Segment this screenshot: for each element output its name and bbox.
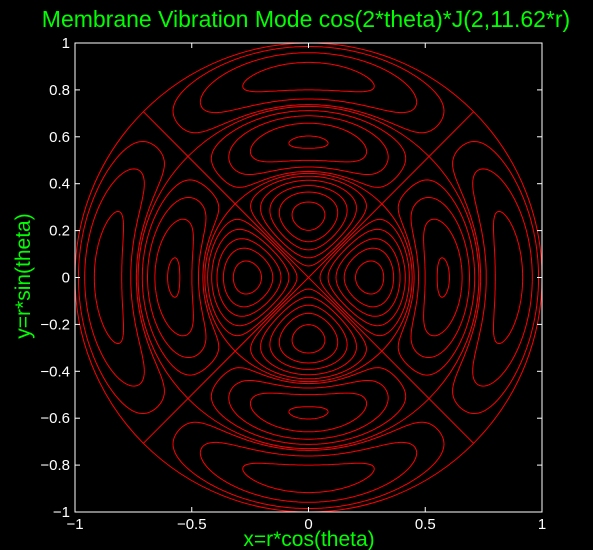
nodal-line — [143, 111, 474, 444]
contour-level — [93, 122, 524, 433]
y-tick-label: 0 — [62, 270, 70, 287]
y-tick-label: 0.4 — [49, 176, 70, 193]
y-tick-label: −0.4 — [40, 363, 70, 380]
x-tick-label: 0.5 — [415, 516, 436, 533]
y-tick-label: −0.6 — [40, 410, 70, 427]
y-tick-label: −0.2 — [40, 316, 70, 333]
contour-level — [291, 201, 326, 354]
contour-level — [222, 135, 395, 420]
contour-level — [147, 52, 470, 503]
chart-title: Membrane Vibration Mode cos(2*theta)*J(2… — [42, 6, 570, 32]
nodal-circle — [204, 172, 413, 383]
y-tick-label: 0.8 — [49, 82, 70, 99]
contour-level — [141, 46, 476, 509]
contour-level — [167, 191, 450, 364]
y-tick-label: −1 — [53, 504, 70, 521]
contour-level — [154, 61, 463, 494]
plot-area: −1 −0.5 0 0.5 1 1 0.8 0.6 0.4 0.2 0 −0.2 −0.4 −0.6 −0.… — [40, 35, 546, 533]
y-tick-label: 0.6 — [49, 129, 70, 146]
contour-level — [84, 115, 533, 440]
axis-ticks: −1 −0.5 0 0.5 1 1 0.8 0.6 0.4 0.2 0 −0.2 −0.4 −0.6 −0.… — [40, 35, 546, 533]
y-tick-label: 0.2 — [49, 223, 70, 240]
x-tick-label: 1 — [538, 516, 546, 533]
x-tick-label: −1 — [66, 516, 83, 533]
x-tick-label: −0.5 — [177, 516, 207, 533]
x-tick-label: 0 — [304, 516, 312, 533]
contour-level — [232, 260, 385, 295]
contour-level — [78, 110, 539, 445]
y-axis-label: y=r*sin(theta) — [12, 213, 35, 338]
contour-lines — [78, 46, 539, 509]
y-tick-label: −0.8 — [40, 457, 70, 474]
x-axis-label: x=r*cos(theta) — [243, 528, 374, 550]
nodal-circle — [137, 105, 480, 450]
y-tick-label: 1 — [62, 35, 70, 52]
